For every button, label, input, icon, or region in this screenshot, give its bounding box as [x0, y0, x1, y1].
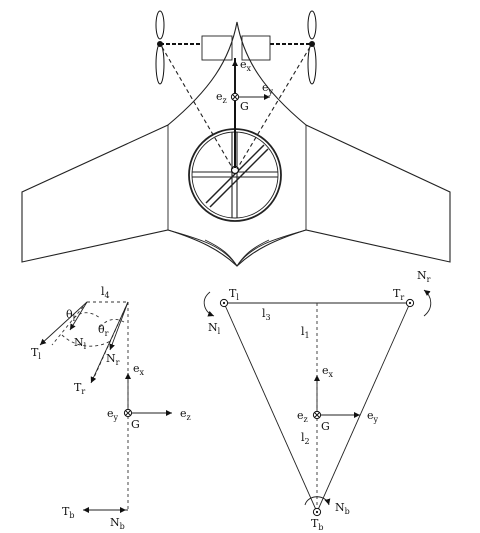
flying-wing-top-view: ex ey ez G: [21, 10, 451, 267]
top-ez-label: ez: [216, 90, 227, 105]
dash-left-rotor-to-fan: [161, 46, 234, 170]
Tl-rotor-icon: [219, 298, 229, 308]
tri-G-label: G: [321, 420, 330, 433]
Nr-side-label: Nr: [106, 352, 120, 367]
trailing-edge-left: [167, 229, 238, 267]
Tl-arrow: [39, 301, 88, 346]
right-propeller-icon: [307, 10, 317, 85]
dash-right-rotor-to-fan: [236, 46, 311, 170]
top-ez-into-page-icon: [230, 92, 240, 102]
Tb-rotor-icon: [312, 507, 322, 517]
theta-r-label: θr: [98, 323, 109, 338]
side-ex-label: ex: [133, 362, 145, 377]
left-propeller-icon: [155, 10, 165, 85]
center-trailing-arc: [204, 239, 270, 267]
theta-l-arc: [73, 312, 101, 319]
fan-blade-2: [209, 148, 269, 208]
Nb-label: Nb: [335, 501, 350, 516]
left-nacelle: [201, 35, 233, 61]
Tr-rotor-icon: [405, 298, 415, 308]
theta-r-arc: [99, 319, 125, 328]
theta-l-label: θl: [66, 308, 76, 323]
Nl-arrow: [69, 301, 88, 331]
Tl-side-label: Tl: [31, 346, 41, 361]
tri-ex-label: ex: [322, 364, 334, 379]
outer-arc: [61, 334, 113, 347]
Tb-label: Tb: [311, 517, 323, 532]
Tr-side-label: Tr: [74, 381, 85, 396]
trailing-edge-right: [236, 229, 307, 267]
top-ey-label: ey: [262, 81, 274, 96]
Nr-arrow: [109, 301, 129, 351]
Nr-moment-arc-icon: [423, 289, 432, 317]
Nl-side-label: Nl: [74, 336, 87, 351]
right-nacelle: [241, 35, 271, 61]
l4-label: l4: [101, 285, 110, 300]
Tb-side-label: Tb: [62, 505, 74, 520]
side-ey-label: ey: [107, 407, 119, 422]
side-G-label: G: [131, 418, 140, 431]
l3-label: l3: [262, 307, 271, 322]
Nl-label: Nl: [208, 321, 221, 336]
triangle-left-edge: [223, 302, 318, 513]
side-ey-into-page-icon: [123, 408, 133, 418]
triangle-rotor-layout: Tl Tr Nl Nr l3 l1 l2 ex ey ez G Nb Tb: [203, 269, 432, 532]
Tl-label: Tl: [229, 287, 239, 302]
tri-ez-label: ez: [297, 409, 308, 424]
l1-label: l1: [301, 325, 310, 340]
Tr-arrow: [90, 301, 129, 384]
tri-ey-label: ey: [367, 409, 379, 424]
side-geometry-diagram: l4 θl θr Nl Tl Nr Tr ex ez ey G Tb Nb: [31, 285, 191, 531]
top-G-label: G: [240, 100, 249, 113]
top-ex-label: ex: [240, 58, 252, 73]
Nr-label: Nr: [417, 269, 431, 284]
l2-label: l2: [301, 431, 310, 446]
Tr-label: Tr: [393, 287, 404, 302]
Nl-moment-arc-icon: [203, 291, 215, 317]
side-ez-label: ez: [180, 407, 191, 422]
Nb-side-label: Nb: [110, 516, 125, 531]
tri-ez-into-page-icon: [312, 410, 322, 420]
Nb-moment-arc-icon: [304, 496, 331, 506]
triangle-right-edge: [316, 302, 411, 513]
